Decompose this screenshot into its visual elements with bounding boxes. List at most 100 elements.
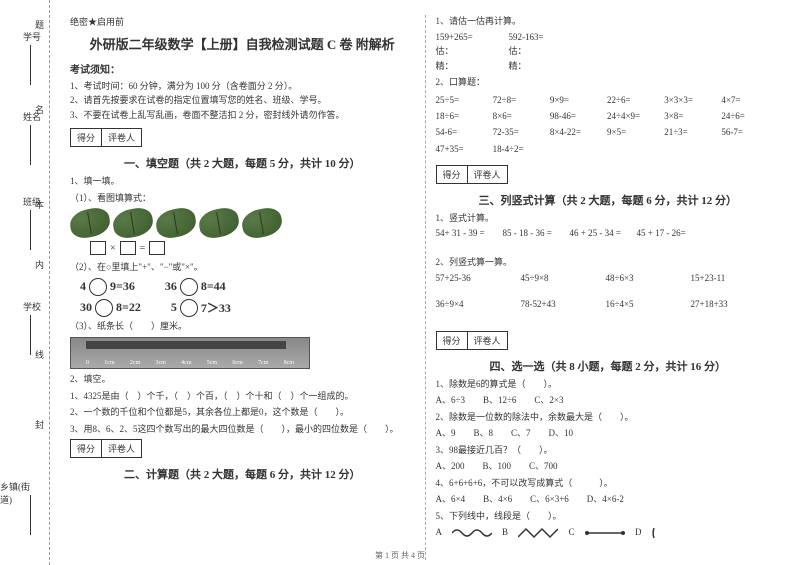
ruler-mark: 6cm [232, 360, 242, 366]
choice-q4-opts: A、6×4 B、4×6 C、6×3+6 D、4×6-2 [436, 493, 781, 507]
binding-label: 乡镇(街道) [0, 480, 41, 506]
score-box: 得分 评卷人 [70, 439, 142, 458]
score-label: 得分 [71, 440, 102, 457]
right-column: 1、请估一估再计算。 159+265=592-163= 估： 估： 精： 精： 2、… [426, 15, 791, 560]
page-container: 学号 姓名 班级 学校 乡镇(街道) 题 名 本 内 线 封 绝密★启用前 外研… [0, 0, 800, 565]
eq-num: 5 [171, 300, 177, 315]
section-4-title: 四、选一选（共 8 小题，每题 2 分，共计 16 分） [436, 358, 781, 374]
calc-row: 36÷9×4 78-52+43 16÷4×5 27+18+33 [436, 299, 781, 309]
score-box: 得分 评卷人 [70, 128, 142, 147]
q2-line: 3、用8、6、2、5这四个数写出的最大四位数是（ ），最小的四位数是（ ）。 [70, 423, 415, 437]
calc-item: 8×6= [493, 108, 550, 124]
eq-num: 36 [165, 279, 177, 294]
calc4-header: 2、列竖式算一算。 [436, 256, 781, 270]
calc-item: 24÷6= [721, 108, 778, 124]
ruler-mark: 4cm [181, 360, 191, 366]
section-2-title: 二、计算题（共 2 大题，每题 6 分，共计 12 分） [70, 466, 415, 482]
q2-header: 2、填空。 [70, 373, 415, 387]
ruler-mark: 3cm [156, 360, 166, 366]
ruler-mark: 8cm [284, 360, 294, 366]
q1-header: 1、填一填。 [70, 175, 415, 189]
choice-q3: 3、98最接近几百？（ ）。 [436, 444, 781, 458]
blank-box [149, 241, 165, 255]
ruler-strip [86, 341, 286, 349]
leaf-icon [197, 206, 241, 241]
choice-q2-opts: A、9 B、8 C、7 D、10 [436, 427, 781, 441]
calc3-header: 1、竖式计算。 [436, 212, 781, 226]
binding-label: 学号 [23, 30, 41, 43]
score-box: 得分 评卷人 [436, 331, 508, 350]
marker: 线 [33, 350, 46, 359]
eq-item: 49=36 [80, 278, 135, 296]
grader-label: 评卷人 [468, 166, 507, 183]
ruler-mark: 1cm [104, 360, 114, 366]
circle-blank [95, 299, 113, 317]
calc-item: 98-46= [550, 108, 607, 124]
binding-margin: 学号 姓名 班级 学校 乡镇(街道) 题 名 本 内 线 封 [0, 0, 50, 565]
notice-header: 考试须知： [70, 61, 415, 76]
eq-num: 8=44 [201, 279, 226, 294]
calc-row: 159+265=592-163= [436, 32, 781, 42]
opt-label: A [436, 527, 442, 537]
calc-item: 16÷4×5 [606, 299, 661, 309]
marker: 本 [33, 200, 46, 209]
eq-item: 5 7＞33 [171, 299, 231, 317]
zigzag-line-icon [518, 527, 558, 539]
calc-item: 估： [509, 44, 564, 57]
calc-item: 15+23-11 [691, 273, 746, 283]
calc-item: 36÷9×4 [436, 299, 491, 309]
calc-item: 22÷6= [607, 92, 664, 108]
calc-item: 25÷5= [436, 92, 493, 108]
choice-q5-opts: A B C D [436, 526, 781, 540]
ruler-mark: 0 [86, 360, 89, 366]
calc1-header: 1、请估一估再计算。 [436, 15, 781, 29]
choice-q1: 1、除数是6的算式是（ ）。 [436, 378, 781, 392]
circle-blank [180, 278, 198, 296]
marker: 内 [33, 260, 46, 269]
opt-label: C [569, 527, 575, 537]
calc-item: 56-7= [721, 124, 778, 140]
section-3-title: 三、列竖式计算（共 2 大题，每题 6 分，共计 12 分） [436, 192, 781, 208]
choice-q3-opts: A、200 B、100 C、700 [436, 460, 781, 474]
q2-line: 1、4325是由（ ）个千，（ ）个百，（ ）个十和（ ）个一组成的。 [70, 390, 415, 404]
op: × [110, 243, 116, 254]
calc-item: 3×3×3= [664, 92, 721, 108]
content-area: 绝密★启用前 外研版二年级数学【上册】自我检测试题 C 卷 附解析 考试须知： … [50, 0, 800, 565]
binding-line [30, 45, 31, 85]
section-1-title: 一、填空题（共 2 大题，每题 5 分，共计 10 分） [70, 155, 415, 171]
marker: 名 [33, 105, 46, 114]
opt-label: B [502, 527, 508, 537]
eq-row: 308=22 5 7＞33 [80, 299, 415, 317]
leaf-icon [154, 206, 198, 241]
calc-item: 27+18+33 [691, 299, 746, 309]
op: = [140, 243, 146, 254]
arc-line-icon [652, 526, 682, 540]
calc-item: 精： [436, 59, 491, 72]
leaf-icon [240, 206, 284, 241]
eq-row: 49=36 36 8=44 [80, 278, 415, 296]
instructions: 1、考试时间：60 分钟，满分为 100 分（含卷面分 2 分）。 2、请首先按… [70, 79, 415, 122]
calc-item: 估： [436, 44, 491, 57]
eq-num: 7＞33 [201, 299, 231, 316]
calc-item: 48÷6×3 [606, 273, 661, 283]
binding-line [30, 210, 31, 250]
calc-item: 8×4-22= [550, 124, 607, 140]
calc-item: 46 + 25 - 34 = [570, 228, 625, 238]
paper-title: 外研版二年级数学【上册】自我检测试题 C 卷 附解析 [70, 34, 415, 53]
binding-line [30, 125, 31, 165]
left-column: 绝密★启用前 外研版二年级数学【上册】自我检测试题 C 卷 附解析 考试须知： … [60, 15, 426, 560]
calc-item: 72÷8= [493, 92, 550, 108]
binding-line [30, 315, 31, 355]
score-box: 得分 评卷人 [436, 165, 508, 184]
eq-item: 308=22 [80, 299, 141, 317]
calc2-header: 2、口算题： [436, 76, 781, 90]
calc-item: 57+25-36 [436, 273, 491, 283]
secrecy-mark: 绝密★启用前 [70, 15, 415, 28]
eq-num: 4 [80, 279, 86, 294]
calc-item: 精： [509, 59, 564, 72]
leaf-images [70, 209, 415, 237]
calc-item: 54-6= [436, 124, 493, 140]
leaf-icon [68, 206, 112, 241]
q1-p1: （1）、看图填算式： [70, 192, 415, 206]
leaf-icon [111, 206, 155, 241]
